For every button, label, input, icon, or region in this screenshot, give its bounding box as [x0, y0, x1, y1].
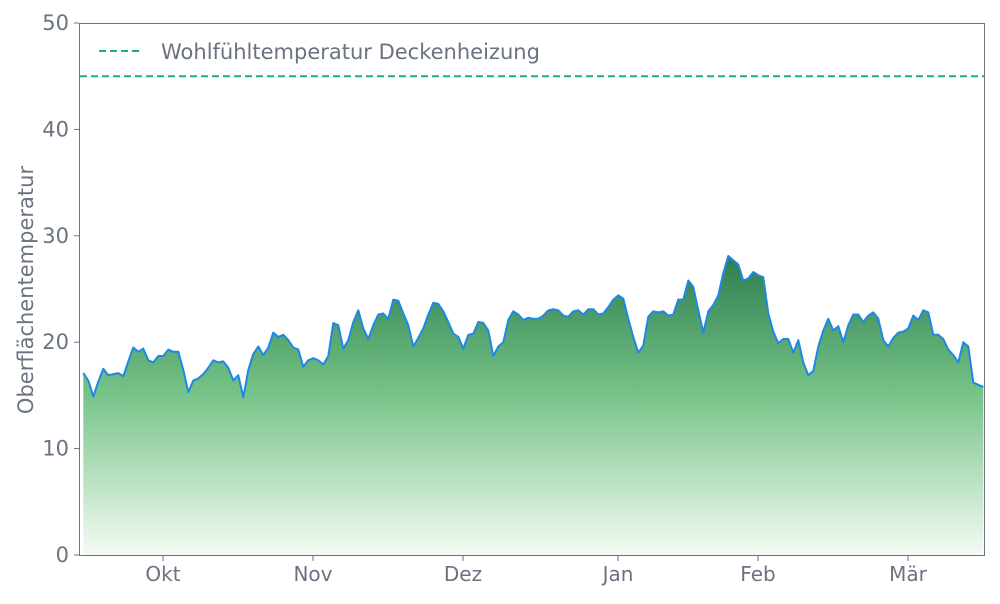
- x-tick-label: Jan: [601, 562, 634, 586]
- area-fill: [83, 256, 983, 555]
- y-tick-label: 50: [42, 11, 69, 35]
- y-axis-label: Oberflächentemperatur: [14, 166, 38, 415]
- legend-label: Wohlfühltemperatur Deckenheizung: [161, 40, 540, 64]
- y-tick-label: 10: [42, 437, 69, 461]
- y-tick-label: 40: [42, 117, 69, 141]
- x-tick-label: Feb: [740, 562, 775, 586]
- x-tick-label: Dez: [444, 562, 482, 586]
- x-tick-label: Okt: [145, 562, 180, 586]
- legend: Wohlfühltemperatur Deckenheizung: [99, 40, 540, 64]
- x-tick-label: Nov: [293, 562, 332, 586]
- y-tick-label: 0: [56, 543, 69, 567]
- y-tick-label: 30: [42, 224, 69, 248]
- y-tick-label: 20: [42, 330, 69, 354]
- x-tick-label: Mär: [889, 562, 928, 586]
